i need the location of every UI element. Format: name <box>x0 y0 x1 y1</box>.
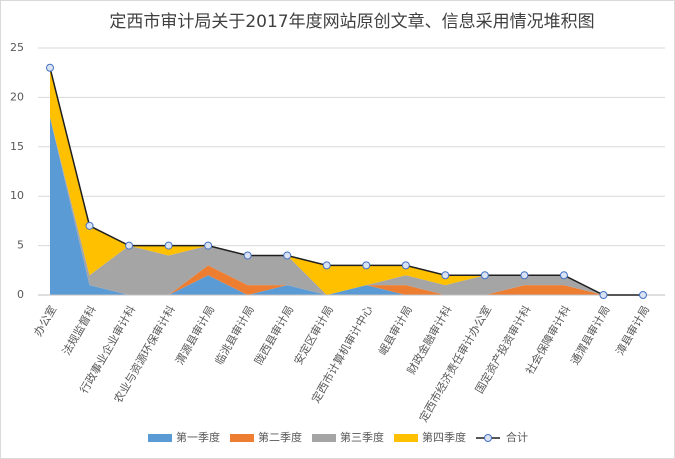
total-line <box>49 67 643 296</box>
legend-label: 第三季度 <box>340 430 384 444</box>
total-marker <box>322 261 331 270</box>
legend-marker <box>484 434 492 442</box>
legend-label: 第一季度 <box>176 430 220 444</box>
total-marker <box>283 251 292 260</box>
total-marker <box>243 251 252 260</box>
total-marker <box>599 291 608 299</box>
total-marker <box>441 271 450 280</box>
legend-swatch <box>394 434 418 442</box>
y-tick-label: 20 <box>10 90 24 103</box>
chart-title: 定西市审计局关于2017年度网站原创文章、信息采用情况堆积图 <box>109 12 594 32</box>
total-marker <box>204 241 213 250</box>
y-tick-label: 25 <box>10 41 24 54</box>
total-marker <box>164 241 173 250</box>
total-marker <box>639 291 647 299</box>
legend-label: 第四季度 <box>422 430 466 444</box>
total-marker <box>362 261 371 270</box>
legend-swatch <box>312 434 336 442</box>
total-marker <box>125 241 134 250</box>
total-marker <box>401 261 410 270</box>
y-tick-label: 15 <box>10 140 24 153</box>
total-marker <box>85 221 94 230</box>
total-marker <box>559 271 568 280</box>
y-tick-label: 10 <box>10 189 24 202</box>
legend-swatch <box>230 434 254 442</box>
y-tick-label: 0 <box>17 288 24 301</box>
total-marker <box>46 63 54 72</box>
legend-label: 合计 <box>506 430 528 444</box>
total-marker <box>520 271 529 280</box>
y-tick-label: 5 <box>17 239 24 252</box>
legend-swatch <box>148 434 172 442</box>
area <box>50 117 643 295</box>
total-marker <box>480 271 489 280</box>
legend-label: 第二季度 <box>258 430 302 444</box>
